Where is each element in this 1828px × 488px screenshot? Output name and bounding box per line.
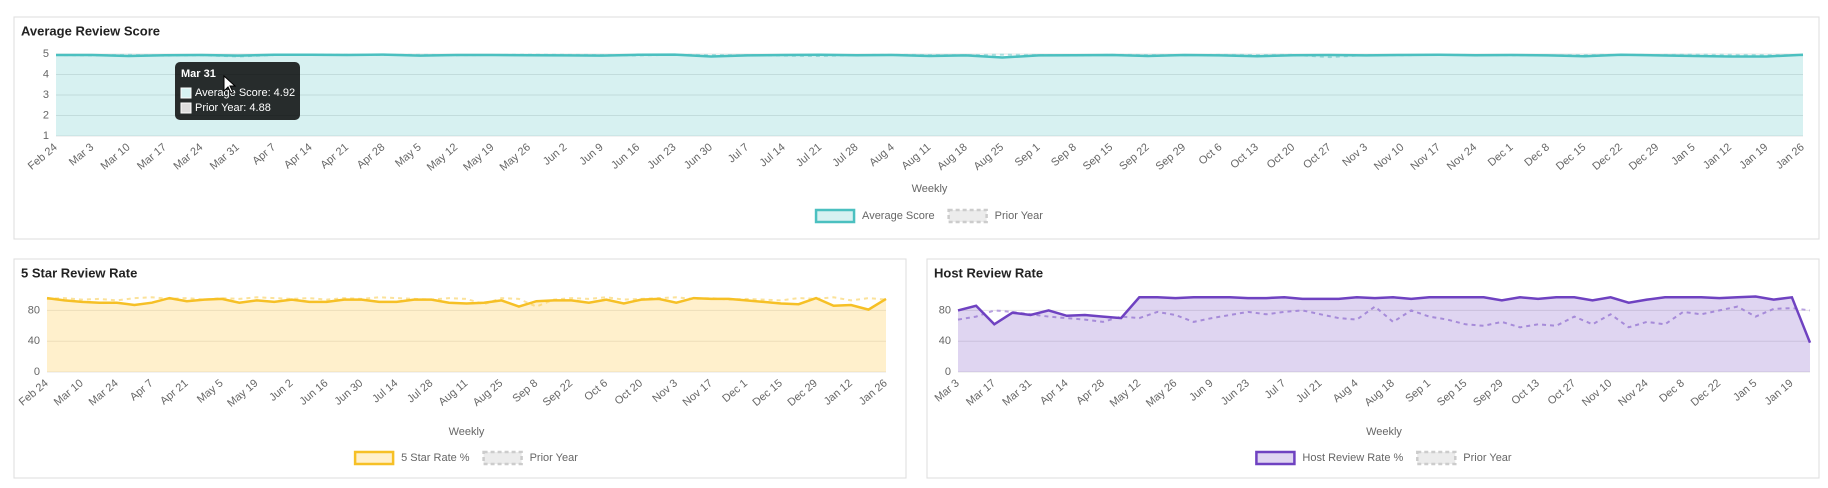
legend-label: Host Review Rate % — [1302, 452, 1403, 464]
line — [46, 296, 887, 308]
x-axis-title: Weekly — [1366, 426, 1402, 438]
line — [957, 305, 1811, 329]
line — [56, 53, 1804, 59]
legend-swatch — [353, 450, 395, 466]
y-tick-label: 2 — [43, 109, 49, 121]
area — [56, 54, 1803, 136]
y-tick-label: 0 — [34, 366, 40, 378]
y-tick-label: 80 — [28, 304, 40, 316]
legend-label: Prior Year — [995, 210, 1044, 222]
legend-swatch — [947, 208, 988, 224]
line — [957, 295, 1812, 344]
legend: Average Score Prior Year — [814, 208, 1044, 224]
tooltip-title: Mar 31 — [181, 68, 216, 80]
panel-border — [926, 258, 1820, 479]
legend-label: 5 Star Rate % — [401, 452, 470, 464]
legend-label: Prior Year — [530, 452, 579, 464]
panel-border — [13, 258, 907, 479]
tooltip-item: Average Score: 4.92 — [195, 87, 295, 99]
y-tick-label: 3 — [43, 89, 49, 101]
y-tick-label: 40 — [939, 335, 951, 347]
tooltip: Mar 31 Average Score: 4.92 Prior Year: 4.8… — [175, 62, 300, 120]
y-tick-label: 0 — [945, 366, 951, 378]
chart-title: Average Review Score — [21, 23, 160, 38]
tooltip-box — [175, 62, 300, 120]
area — [47, 298, 886, 372]
y-tick-label: 5 — [43, 48, 49, 60]
x-axis-title: Weekly — [449, 426, 485, 438]
chart-title: 5 Star Review Rate — [21, 265, 137, 280]
x-axis-title: Weekly — [912, 183, 948, 195]
y-tick-label: 1 — [43, 130, 49, 142]
y-tick-label: 4 — [43, 68, 49, 80]
legend: 5 Star Rate % Prior Year — [353, 450, 579, 466]
tooltip-item: Prior Year: 4.88 — [195, 102, 271, 114]
tooltip-swatch — [180, 87, 192, 99]
cursor — [223, 74, 237, 94]
y-tick-label: 80 — [939, 304, 951, 316]
legend-swatch — [1255, 450, 1296, 466]
legend-swatch — [814, 208, 856, 224]
legend-swatch — [1416, 450, 1457, 466]
area — [958, 296, 1810, 372]
legend-swatch — [482, 450, 523, 466]
legend: Host Review Rate % Prior Year — [1255, 450, 1512, 466]
tooltip-swatch — [180, 102, 192, 114]
chart-title: Host Review Rate — [934, 265, 1043, 280]
legend-label: Prior Year — [1463, 452, 1512, 464]
line — [46, 296, 887, 311]
y-tick-label: 40 — [28, 335, 40, 347]
legend-label: Average Score — [862, 210, 935, 222]
